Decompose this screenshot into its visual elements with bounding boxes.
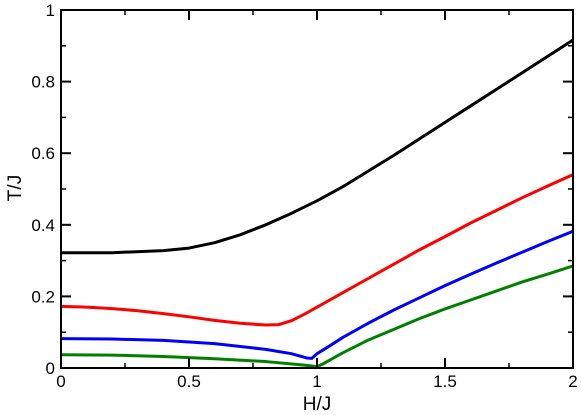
y-tick-label: 1 [46,1,55,20]
x-axis-label: H/J [303,394,332,415]
y-tick-label: 0.6 [31,144,55,163]
y-tick-label: 0.8 [31,73,55,92]
y-axis-label: T/J [5,175,26,201]
y-tick-label: 0 [46,359,55,378]
x-tick-label: 1 [312,372,321,391]
x-tick-label: 0.5 [177,372,201,391]
series-line-4 [61,264,573,368]
series-line-3 [61,229,573,360]
x-tick-label: 2 [568,372,577,391]
series-line-2 [61,173,573,327]
plot-frame [60,9,574,369]
axes-layer: 0 0.5 1 1.5 2 0 0.2 0.4 0.6 0.8 1 [31,1,577,391]
series-line-1 [61,38,573,255]
series-layer [61,38,573,368]
x-tick-label: 1.5 [433,372,457,391]
y-tick-label: 0.2 [31,287,55,306]
x-tick-label: 0 [56,372,65,391]
y-tick-label: 0.4 [31,216,55,235]
